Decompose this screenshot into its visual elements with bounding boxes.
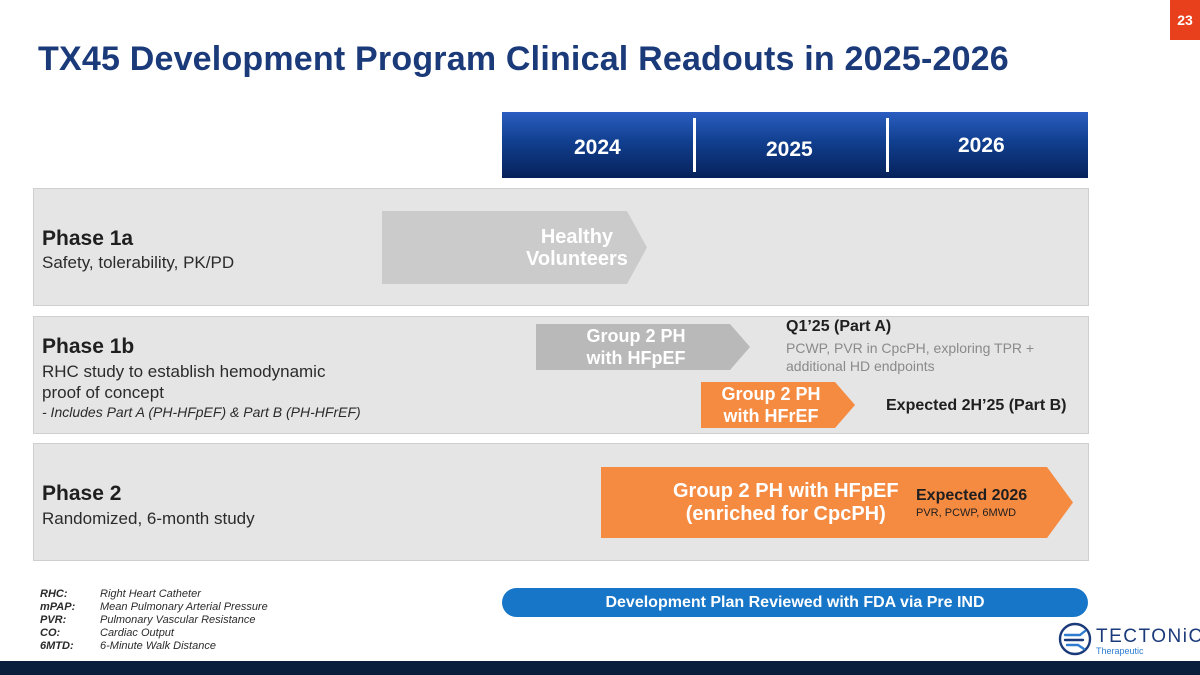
page-number: 23 [1170,0,1200,40]
arrow-label: with HFpEF [586,348,686,368]
year-divider [693,118,696,172]
readout-part-a-description: PCWP, PVR in CpcPH, exploring TPR + addi… [786,340,1035,374]
readout-2026-title: Expected 2026 [916,487,1028,504]
arrow-label: with HFrEF [723,406,819,426]
abbreviation-value: Pulmonary Vascular Resistance [100,614,256,626]
abbreviation-item: mPAP: Mean Pulmonary Arterial Pressure [40,601,268,614]
arrow-label: Group 2 PH [721,384,821,404]
phase-2-title: Phase 2 [42,482,122,505]
logo-wordmark: TECTONiC [1096,626,1200,647]
year-2025-label: 2025 [766,138,813,161]
abbreviation-item: RHC: Right Heart Catheter [40,588,268,601]
abbreviation-item: PVR: Pulmonary Vascular Resistance [40,614,268,627]
logo-subtitle: Therapeutic [1096,646,1144,656]
abbreviation-value: Cardiac Output [100,627,174,639]
abbreviation-key: RHC: [40,588,68,600]
year-2026-label: 2026 [958,134,1005,157]
abbreviation-key: 6MTD: [40,640,74,652]
readout-part-b-title: Expected 2H’25 (Part B) [886,397,1067,414]
timeline-header: 2024 2025 2026 [502,112,1088,178]
year-2024-label: 2024 [574,136,621,159]
arrow-label: Healthy [540,225,614,248]
tectonic-logo: TECTONiC Therapeutic [1058,622,1200,658]
arrow-label: Group 2 PH [586,326,686,346]
abbreviation-value: 6-Minute Walk Distance [100,640,216,652]
abbreviation-list: RHC: Right Heart Catheter mPAP: Mean Pul… [40,588,268,653]
phase-2-description: Randomized, 6-month study [42,509,255,528]
phase-2-arrow: Group 2 PH with HFpEF (enriched for CpcP… [601,467,1073,538]
abbreviation-key: mPAP: [40,601,76,613]
arrow-label: (enriched for CpcPH) [685,502,886,525]
fda-review-banner: Development Plan Reviewed with FDA via P… [502,588,1088,617]
group-2-ph-hfpef-arrow: Group 2 PH with HFpEF [536,324,750,370]
abbreviation-value: Mean Pulmonary Arterial Pressure [100,601,268,613]
tectonic-logo-mark-icon [1058,622,1092,656]
readout-part-a-title: Q1’25 (Part A) [786,318,892,335]
phase-1b-description-line2: proof of concept [42,383,164,402]
healthy-volunteers-arrow: Healthy Volunteers [382,211,647,284]
footer-bar [0,661,1200,675]
abbreviation-value: Right Heart Catheter [100,588,201,600]
arrow-label: Group 2 PH with HFpEF [673,479,899,502]
phase-1a-description: Safety, tolerability, PK/PD [42,253,235,272]
arrow-label: Volunteers [526,247,628,270]
phase-1a-title: Phase 1a [42,227,134,250]
year-divider [886,118,889,172]
phase-1b-description-line1: RHC study to establish hemodynamic [42,362,326,381]
abbreviation-item: 6MTD: 6-Minute Walk Distance [40,640,268,653]
group-2-ph-hfref-arrow: Group 2 PH with HFrEF [701,382,855,428]
abbreviation-key: PVR: [40,614,67,626]
readout-2026-description: PVR, PCWP, 6MWD [916,507,1017,519]
phase-1b-title: Phase 1b [42,335,135,358]
abbreviation-key: CO: [40,627,61,639]
page-title: TX45 Development Program Clinical Readou… [38,40,1009,78]
abbreviation-item: CO: Cardiac Output [40,627,268,640]
phase-1b-note: - Includes Part A (PH-HFpEF) & Part B (P… [42,404,361,420]
